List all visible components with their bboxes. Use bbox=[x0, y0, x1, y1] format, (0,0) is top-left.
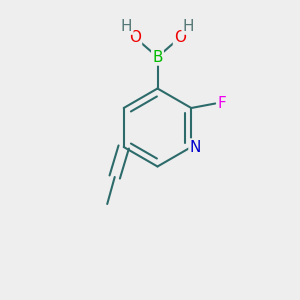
Text: O: O bbox=[129, 30, 141, 45]
Text: B: B bbox=[152, 50, 163, 64]
Text: H: H bbox=[121, 19, 132, 34]
Text: H: H bbox=[183, 19, 194, 34]
Text: F: F bbox=[218, 96, 226, 111]
Text: N: N bbox=[190, 140, 201, 154]
Text: O: O bbox=[174, 30, 186, 45]
